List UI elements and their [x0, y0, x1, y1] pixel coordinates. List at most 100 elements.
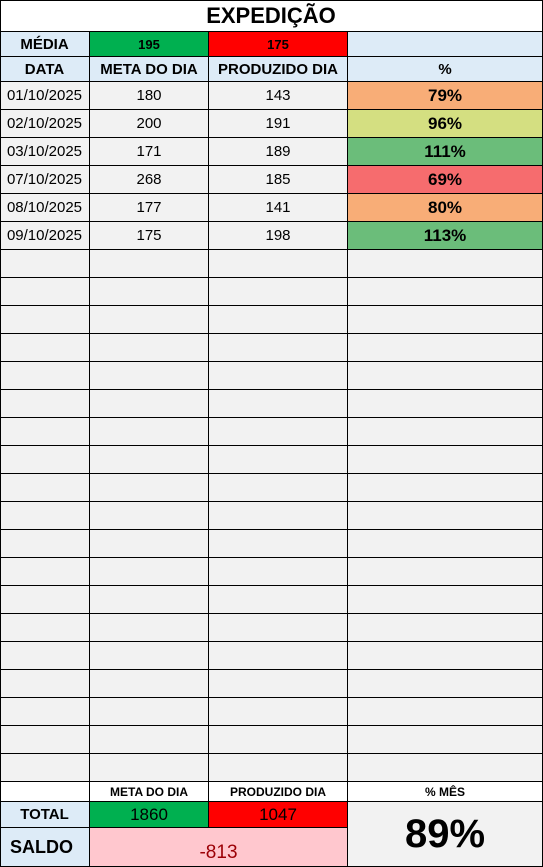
- empty-cell[interactable]: [209, 586, 348, 614]
- empty-cell[interactable]: [348, 250, 543, 278]
- row-meta[interactable]: 200: [90, 110, 209, 138]
- footer-mes-label[interactable]: % MÊS: [348, 782, 543, 802]
- empty-cell[interactable]: [0, 502, 90, 530]
- saldo-value[interactable]: -813: [90, 828, 348, 867]
- empty-cell[interactable]: [90, 530, 209, 558]
- empty-cell[interactable]: [209, 754, 348, 782]
- empty-cell[interactable]: [209, 278, 348, 306]
- row-produzido[interactable]: 191: [209, 110, 348, 138]
- sheet-title[interactable]: EXPEDIÇÃO: [0, 0, 543, 32]
- empty-cell[interactable]: [209, 726, 348, 754]
- empty-cell[interactable]: [209, 306, 348, 334]
- empty-cell[interactable]: [0, 642, 90, 670]
- row-percent[interactable]: 69%: [348, 166, 543, 194]
- empty-cell[interactable]: [90, 754, 209, 782]
- empty-cell[interactable]: [0, 418, 90, 446]
- empty-cell[interactable]: [348, 446, 543, 474]
- empty-cell[interactable]: [0, 362, 90, 390]
- empty-cell[interactable]: [348, 502, 543, 530]
- row-percent[interactable]: 80%: [348, 194, 543, 222]
- empty-cell[interactable]: [348, 670, 543, 698]
- empty-cell[interactable]: [90, 390, 209, 418]
- empty-cell[interactable]: [0, 726, 90, 754]
- empty-cell[interactable]: [0, 754, 90, 782]
- header-percent[interactable]: %: [348, 57, 543, 82]
- empty-cell[interactable]: [0, 670, 90, 698]
- empty-cell[interactable]: [0, 474, 90, 502]
- footer-meta-label[interactable]: META DO DIA: [90, 782, 209, 802]
- total-produzido-value[interactable]: 1047: [209, 802, 348, 828]
- empty-cell[interactable]: [209, 474, 348, 502]
- row-meta[interactable]: 177: [90, 194, 209, 222]
- empty-cell[interactable]: [0, 614, 90, 642]
- empty-cell[interactable]: [0, 586, 90, 614]
- row-produzido[interactable]: 198: [209, 222, 348, 250]
- empty-cell[interactable]: [0, 306, 90, 334]
- empty-cell[interactable]: [348, 614, 543, 642]
- header-produzido-dia[interactable]: PRODUZIDO DIA: [209, 57, 348, 82]
- empty-cell[interactable]: [348, 698, 543, 726]
- empty-cell[interactable]: [90, 558, 209, 586]
- header-meta-do-dia[interactable]: META DO DIA: [90, 57, 209, 82]
- empty-cell[interactable]: [90, 642, 209, 670]
- empty-cell[interactable]: [90, 334, 209, 362]
- empty-cell[interactable]: [0, 334, 90, 362]
- empty-cell[interactable]: [90, 670, 209, 698]
- empty-cell[interactable]: [0, 390, 90, 418]
- row-percent[interactable]: 79%: [348, 82, 543, 110]
- row-date[interactable]: 02/10/2025: [0, 110, 90, 138]
- empty-cell[interactable]: [209, 614, 348, 642]
- row-meta[interactable]: 175: [90, 222, 209, 250]
- empty-cell[interactable]: [209, 334, 348, 362]
- row-produzido[interactable]: 141: [209, 194, 348, 222]
- row-percent[interactable]: 96%: [348, 110, 543, 138]
- empty-cell[interactable]: [90, 474, 209, 502]
- saldo-label[interactable]: SALDO: [0, 828, 90, 867]
- empty-cell[interactable]: [90, 586, 209, 614]
- header-data[interactable]: DATA: [0, 57, 90, 82]
- empty-cell[interactable]: [209, 642, 348, 670]
- row-date[interactable]: 09/10/2025: [0, 222, 90, 250]
- total-label[interactable]: TOTAL: [0, 802, 90, 828]
- empty-cell[interactable]: [90, 362, 209, 390]
- row-meta[interactable]: 171: [90, 138, 209, 166]
- row-meta[interactable]: 180: [90, 82, 209, 110]
- empty-cell[interactable]: [348, 726, 543, 754]
- row-percent[interactable]: 113%: [348, 222, 543, 250]
- empty-cell[interactable]: [209, 698, 348, 726]
- empty-cell[interactable]: [348, 530, 543, 558]
- empty-cell[interactable]: [209, 250, 348, 278]
- empty-cell[interactable]: [209, 670, 348, 698]
- empty-cell[interactable]: [0, 446, 90, 474]
- empty-cell[interactable]: [209, 418, 348, 446]
- row-meta[interactable]: 268: [90, 166, 209, 194]
- footer-produzido-label[interactable]: PRODUZIDO DIA: [209, 782, 348, 802]
- empty-cell[interactable]: [0, 698, 90, 726]
- footer-blank-cell[interactable]: [0, 782, 90, 802]
- media-blank-cell[interactable]: [348, 32, 543, 57]
- empty-cell[interactable]: [90, 250, 209, 278]
- empty-cell[interactable]: [209, 558, 348, 586]
- empty-cell[interactable]: [348, 334, 543, 362]
- media-label[interactable]: MÉDIA: [0, 32, 90, 57]
- empty-cell[interactable]: [348, 418, 543, 446]
- row-produzido[interactable]: 185: [209, 166, 348, 194]
- empty-cell[interactable]: [90, 418, 209, 446]
- row-date[interactable]: 01/10/2025: [0, 82, 90, 110]
- row-produzido[interactable]: 189: [209, 138, 348, 166]
- empty-cell[interactable]: [348, 306, 543, 334]
- empty-cell[interactable]: [348, 586, 543, 614]
- empty-cell[interactable]: [209, 502, 348, 530]
- empty-cell[interactable]: [209, 530, 348, 558]
- empty-cell[interactable]: [348, 642, 543, 670]
- empty-cell[interactable]: [0, 558, 90, 586]
- empty-cell[interactable]: [90, 446, 209, 474]
- media-produzido-value[interactable]: 175: [209, 32, 348, 57]
- empty-cell[interactable]: [209, 446, 348, 474]
- total-meta-value[interactable]: 1860: [90, 802, 209, 828]
- empty-cell[interactable]: [90, 698, 209, 726]
- row-date[interactable]: 03/10/2025: [0, 138, 90, 166]
- empty-cell[interactable]: [209, 362, 348, 390]
- empty-cell[interactable]: [348, 474, 543, 502]
- row-percent[interactable]: 111%: [348, 138, 543, 166]
